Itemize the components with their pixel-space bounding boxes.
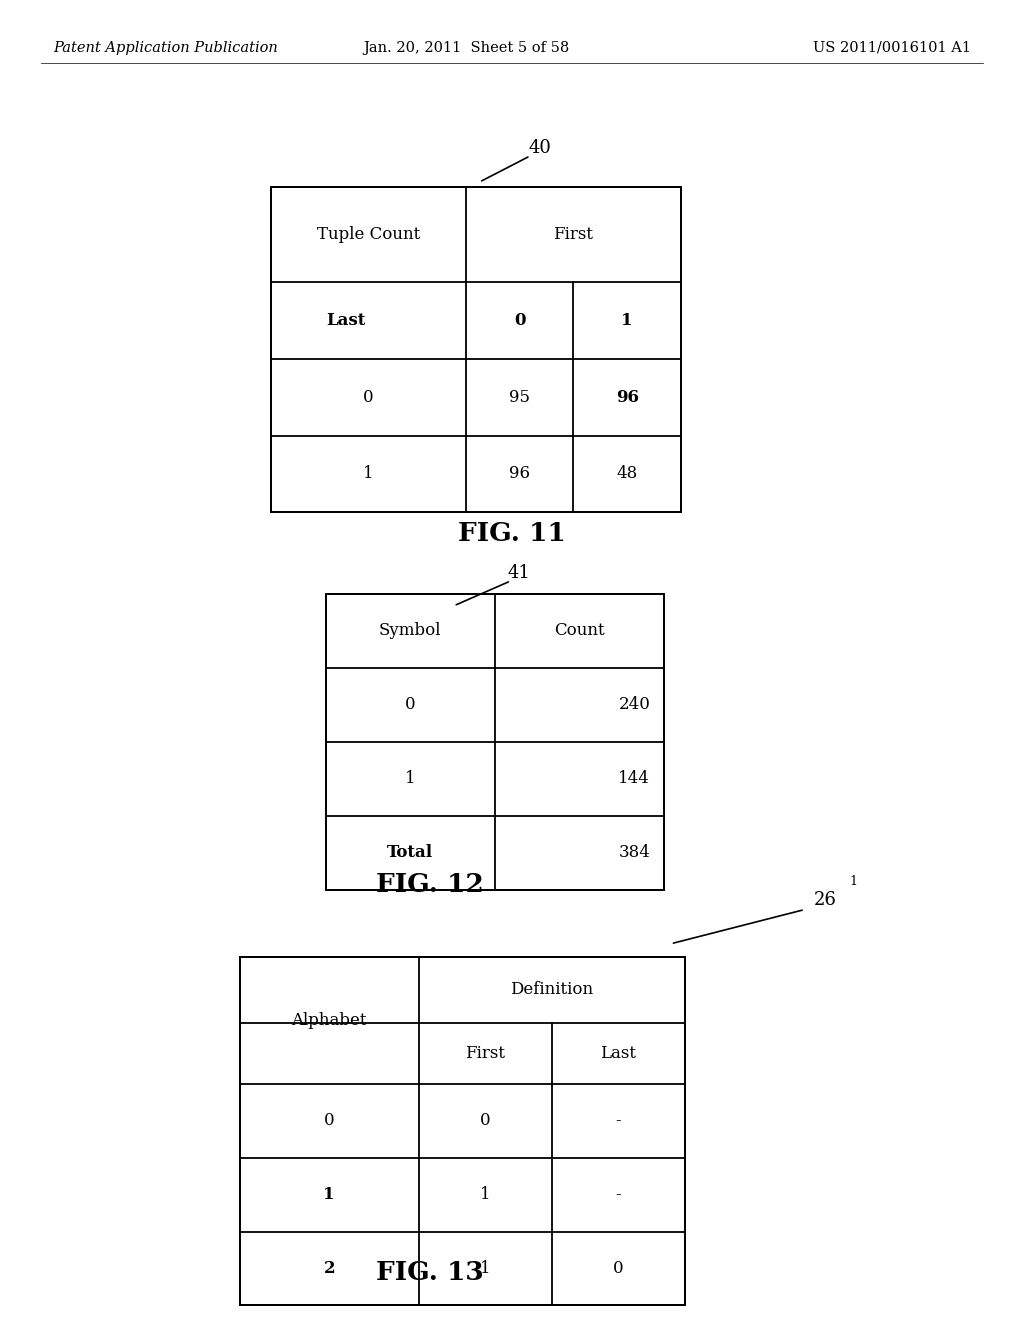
Text: 48: 48 [616,466,638,482]
Text: 1: 1 [480,1261,490,1276]
Text: 1: 1 [850,875,858,888]
Text: Alphabet: Alphabet [292,1012,367,1028]
Text: 26: 26 [814,891,837,909]
Text: 1: 1 [404,771,416,787]
Text: 0: 0 [514,313,525,329]
Text: 1: 1 [324,1187,335,1203]
Text: 240: 240 [618,697,650,713]
Text: 96: 96 [509,466,530,482]
Bar [240,957,685,1305]
Text: Count: Count [554,623,604,639]
Text: 1: 1 [480,1187,490,1203]
Text: 0: 0 [613,1261,624,1276]
Text: 0: 0 [480,1113,490,1129]
Text: 41: 41 [508,564,530,582]
Text: Total: Total [387,845,433,861]
Text: 1: 1 [622,313,633,329]
Bar [326,594,664,890]
Text: 0: 0 [364,389,374,405]
Text: Last: Last [600,1045,637,1061]
Text: -: - [615,1187,622,1203]
Text: FIG. 11: FIG. 11 [458,521,566,545]
Text: Last: Last [326,313,366,329]
Text: US 2011/0016101 A1: US 2011/0016101 A1 [813,41,971,54]
Text: 0: 0 [404,697,416,713]
Text: Symbol: Symbol [379,623,441,639]
Bar [326,594,664,890]
Text: Definition: Definition [510,982,594,998]
Text: 1: 1 [364,466,374,482]
Text: 144: 144 [618,771,650,787]
Bar [271,187,681,512]
Bar [271,187,681,512]
Text: 40: 40 [528,139,551,157]
Text: FIG. 13: FIG. 13 [376,1261,484,1284]
Text: 0: 0 [324,1113,335,1129]
Text: 384: 384 [618,845,650,861]
Bar [240,957,685,1305]
Text: First: First [465,1045,506,1061]
Text: First: First [553,227,594,243]
Text: Tuple Count: Tuple Count [317,227,420,243]
Text: 2: 2 [324,1261,335,1276]
Text: Jan. 20, 2011  Sheet 5 of 58: Jan. 20, 2011 Sheet 5 of 58 [362,41,569,54]
Text: 95: 95 [509,389,530,405]
Text: -: - [615,1113,622,1129]
Text: Patent Application Publication: Patent Application Publication [53,41,278,54]
Text: FIG. 12: FIG. 12 [376,873,484,896]
Text: 96: 96 [615,389,639,405]
